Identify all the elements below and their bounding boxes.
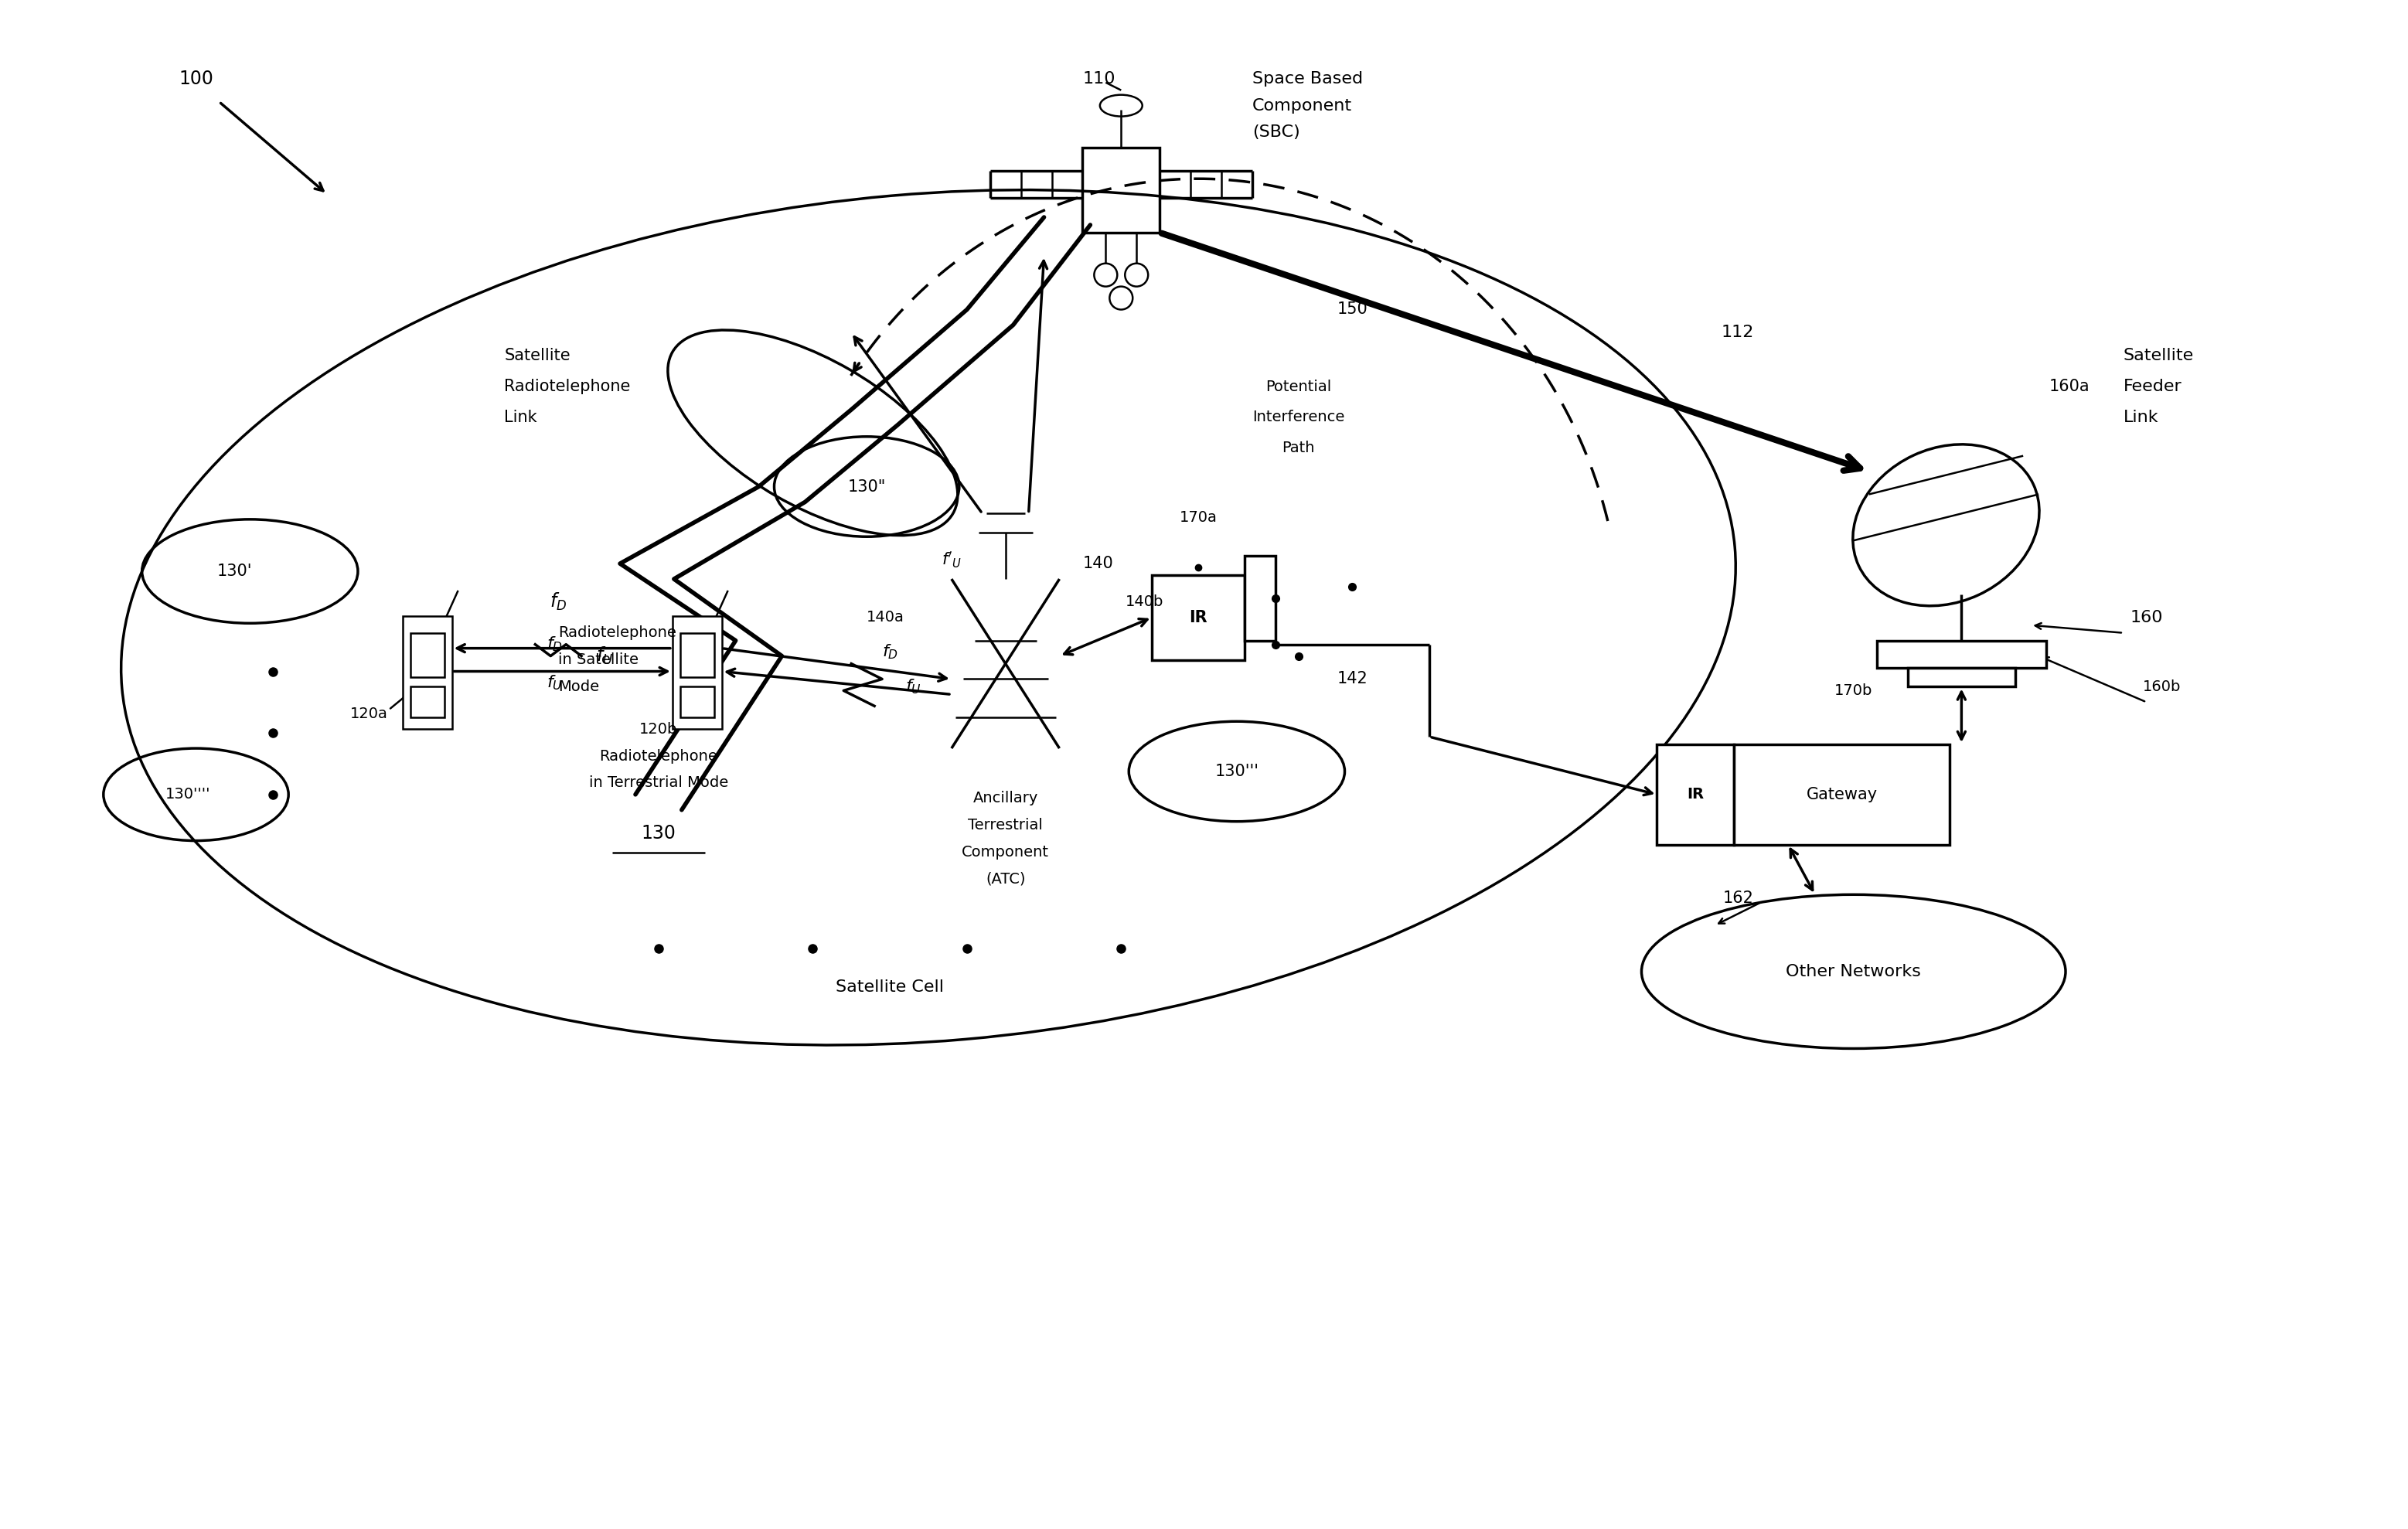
- Text: 130''': 130''': [1214, 763, 1259, 780]
- Text: 142: 142: [1336, 671, 1368, 687]
- Text: Interference: Interference: [1252, 410, 1344, 425]
- Text: 140b: 140b: [1125, 595, 1163, 610]
- Text: $f_U$: $f_U$: [597, 645, 614, 667]
- Text: Satellite Cell: Satellite Cell: [836, 979, 944, 995]
- FancyBboxPatch shape: [1245, 557, 1276, 641]
- Text: (SBC): (SBC): [1252, 125, 1300, 141]
- Text: IR: IR: [1190, 610, 1206, 625]
- Text: Mode: Mode: [559, 679, 600, 694]
- Text: Link: Link: [503, 410, 537, 425]
- Text: Gateway: Gateway: [1806, 787, 1878, 803]
- Text: Link: Link: [2124, 410, 2158, 425]
- Text: 120b: 120b: [641, 722, 677, 737]
- Text: Component: Component: [1252, 98, 1351, 113]
- Text: Ancillary: Ancillary: [973, 790, 1038, 806]
- Text: Component: Component: [961, 846, 1050, 859]
- Text: 150: 150: [1336, 301, 1368, 318]
- Text: Terrestrial: Terrestrial: [968, 818, 1043, 833]
- Text: Satellite: Satellite: [2124, 349, 2194, 364]
- Text: Space Based: Space Based: [1252, 70, 1363, 86]
- Text: 110: 110: [1084, 70, 1115, 86]
- Polygon shape: [1876, 641, 2047, 668]
- Polygon shape: [672, 616, 722, 729]
- Text: $f_D$: $f_D$: [547, 635, 563, 653]
- FancyBboxPatch shape: [1151, 575, 1245, 661]
- Text: (ATC): (ATC): [985, 872, 1026, 887]
- Text: Other Networks: Other Networks: [1787, 963, 1922, 979]
- Text: Satellite: Satellite: [503, 349, 571, 364]
- Text: 120a: 120a: [349, 706, 388, 722]
- Text: Radiotelephone: Radiotelephone: [559, 625, 677, 641]
- Text: Potential: Potential: [1267, 379, 1332, 394]
- Text: Feeder: Feeder: [2124, 379, 2182, 394]
- Text: 170a: 170a: [1180, 511, 1216, 524]
- Text: Path: Path: [1281, 440, 1315, 456]
- Text: 162: 162: [1722, 891, 1753, 907]
- Text: 100: 100: [178, 69, 214, 89]
- Text: 130'''': 130'''': [166, 787, 212, 801]
- Text: 160a: 160a: [2049, 379, 2090, 394]
- Text: $f_D$: $f_D$: [881, 644, 898, 661]
- Text: 130: 130: [641, 824, 677, 842]
- Text: 170b: 170b: [1835, 683, 1873, 697]
- Text: IR: IR: [1688, 787, 1705, 801]
- FancyBboxPatch shape: [1657, 745, 1734, 844]
- Text: Radiotelephone: Radiotelephone: [600, 749, 718, 763]
- Text: 130": 130": [848, 479, 886, 494]
- Text: 130': 130': [217, 564, 253, 579]
- Text: $f_U$: $f_U$: [547, 674, 563, 693]
- Text: $f'_U$: $f'_U$: [942, 550, 961, 570]
- Polygon shape: [1907, 668, 2015, 687]
- Text: 160: 160: [2131, 610, 2162, 625]
- Text: in Satellite: in Satellite: [559, 653, 638, 667]
- Text: $f_U$: $f_U$: [905, 677, 920, 696]
- Text: 112: 112: [1722, 326, 1755, 341]
- Text: $f_D$: $f_D$: [549, 592, 566, 613]
- Text: Radiotelephone: Radiotelephone: [503, 379, 631, 394]
- Text: 140: 140: [1084, 557, 1112, 572]
- Text: 140a: 140a: [867, 610, 905, 625]
- Text: 160b: 160b: [2143, 679, 2182, 694]
- Text: in Terrestrial Mode: in Terrestrial Mode: [590, 775, 727, 790]
- FancyBboxPatch shape: [1734, 745, 1950, 844]
- Polygon shape: [402, 616, 453, 729]
